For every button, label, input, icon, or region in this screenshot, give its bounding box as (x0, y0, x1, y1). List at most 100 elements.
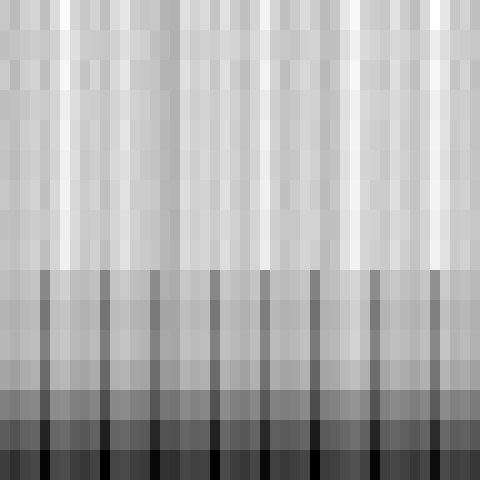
heatmap-cell (210, 60, 220, 90)
heatmap-cell (80, 390, 90, 420)
heatmap-cell (190, 30, 200, 60)
heatmap-cell (10, 150, 20, 180)
heatmap-cell (30, 270, 40, 300)
heatmap-cell (180, 330, 190, 360)
heatmap-cell (160, 450, 170, 480)
heatmap-cell (190, 360, 200, 390)
heatmap-cell (340, 240, 350, 270)
heatmap-cell (0, 60, 10, 90)
heatmap-cell (170, 450, 180, 480)
heatmap-cell (220, 420, 230, 450)
heatmap-cell (470, 300, 480, 330)
heatmap-cell (40, 120, 50, 150)
heatmap-cell (230, 60, 240, 90)
heatmap-cell (80, 270, 90, 300)
heatmap-cell (450, 150, 460, 180)
heatmap-cell (150, 420, 160, 450)
heatmap-cell (300, 390, 310, 420)
heatmap-cell (250, 210, 260, 240)
heatmap-cell (340, 210, 350, 240)
heatmap-cell (460, 30, 470, 60)
heatmap-cell (460, 150, 470, 180)
heatmap-cell (320, 0, 330, 30)
heatmap-cell (150, 150, 160, 180)
heatmap-cell (140, 300, 150, 330)
heatmap-cell (220, 360, 230, 390)
heatmap-cell (260, 90, 270, 120)
heatmap-cell (250, 300, 260, 330)
heatmap-cell (60, 210, 70, 240)
heatmap-cell (190, 150, 200, 180)
heatmap-cell (470, 0, 480, 30)
heatmap-cell (430, 450, 440, 480)
heatmap-cell (460, 180, 470, 210)
heatmap-cell (200, 450, 210, 480)
heatmap-cell (410, 420, 420, 450)
heatmap-cell (70, 360, 80, 390)
heatmap-cell (350, 150, 360, 180)
heatmap-cell (140, 420, 150, 450)
heatmap-cell (200, 300, 210, 330)
heatmap-cell (110, 210, 120, 240)
heatmap-cell (190, 0, 200, 30)
heatmap-cell (0, 90, 10, 120)
heatmap-cell (450, 90, 460, 120)
heatmap-cell (70, 60, 80, 90)
heatmap-cell (80, 420, 90, 450)
heatmap-cell (110, 240, 120, 270)
heatmap-cell (50, 180, 60, 210)
heatmap-cell (400, 0, 410, 30)
heatmap-cell (140, 90, 150, 120)
heatmap-cell (370, 420, 380, 450)
heatmap-cell (270, 180, 280, 210)
heatmap-cell (260, 360, 270, 390)
heatmap-cell (190, 240, 200, 270)
heatmap-cell (270, 60, 280, 90)
heatmap-cell (330, 450, 340, 480)
heatmap-cell (70, 180, 80, 210)
heatmap-cell (300, 180, 310, 210)
heatmap-cell (120, 120, 130, 150)
heatmap-cell (230, 360, 240, 390)
heatmap-cell (130, 150, 140, 180)
heatmap-cell (140, 390, 150, 420)
heatmap-cell (150, 120, 160, 150)
heatmap-cell (340, 180, 350, 210)
heatmap-cell (70, 150, 80, 180)
heatmap-cell (160, 150, 170, 180)
heatmap-cell (340, 30, 350, 60)
heatmap-cell (350, 240, 360, 270)
heatmap-cell (30, 390, 40, 420)
heatmap-cell (70, 30, 80, 60)
heatmap-cell (250, 330, 260, 360)
heatmap-cell (100, 390, 110, 420)
heatmap-cell (300, 150, 310, 180)
heatmap-cell (320, 360, 330, 390)
heatmap-cell (140, 60, 150, 90)
heatmap-cell (10, 0, 20, 30)
heatmap-cell (330, 330, 340, 360)
heatmap-cell (430, 90, 440, 120)
heatmap-cell (400, 120, 410, 150)
heatmap-cell (200, 330, 210, 360)
heatmap-cell (50, 270, 60, 300)
heatmap-cell (200, 390, 210, 420)
heatmap-cell (100, 270, 110, 300)
heatmap-cell (220, 30, 230, 60)
heatmap-cell (280, 240, 290, 270)
heatmap-cell (220, 240, 230, 270)
heatmap-cell (290, 150, 300, 180)
heatmap-cell (280, 60, 290, 90)
heatmap-cell (150, 390, 160, 420)
heatmap-cell (300, 210, 310, 240)
heatmap-cell (130, 0, 140, 30)
heatmap-cell (410, 450, 420, 480)
heatmap-cell (460, 0, 470, 30)
heatmap-cell (40, 0, 50, 30)
heatmap-cell (60, 240, 70, 270)
heatmap-cell (10, 450, 20, 480)
heatmap-cell (420, 330, 430, 360)
heatmap-cell (290, 360, 300, 390)
heatmap-cell (350, 390, 360, 420)
heatmap-cell (400, 30, 410, 60)
